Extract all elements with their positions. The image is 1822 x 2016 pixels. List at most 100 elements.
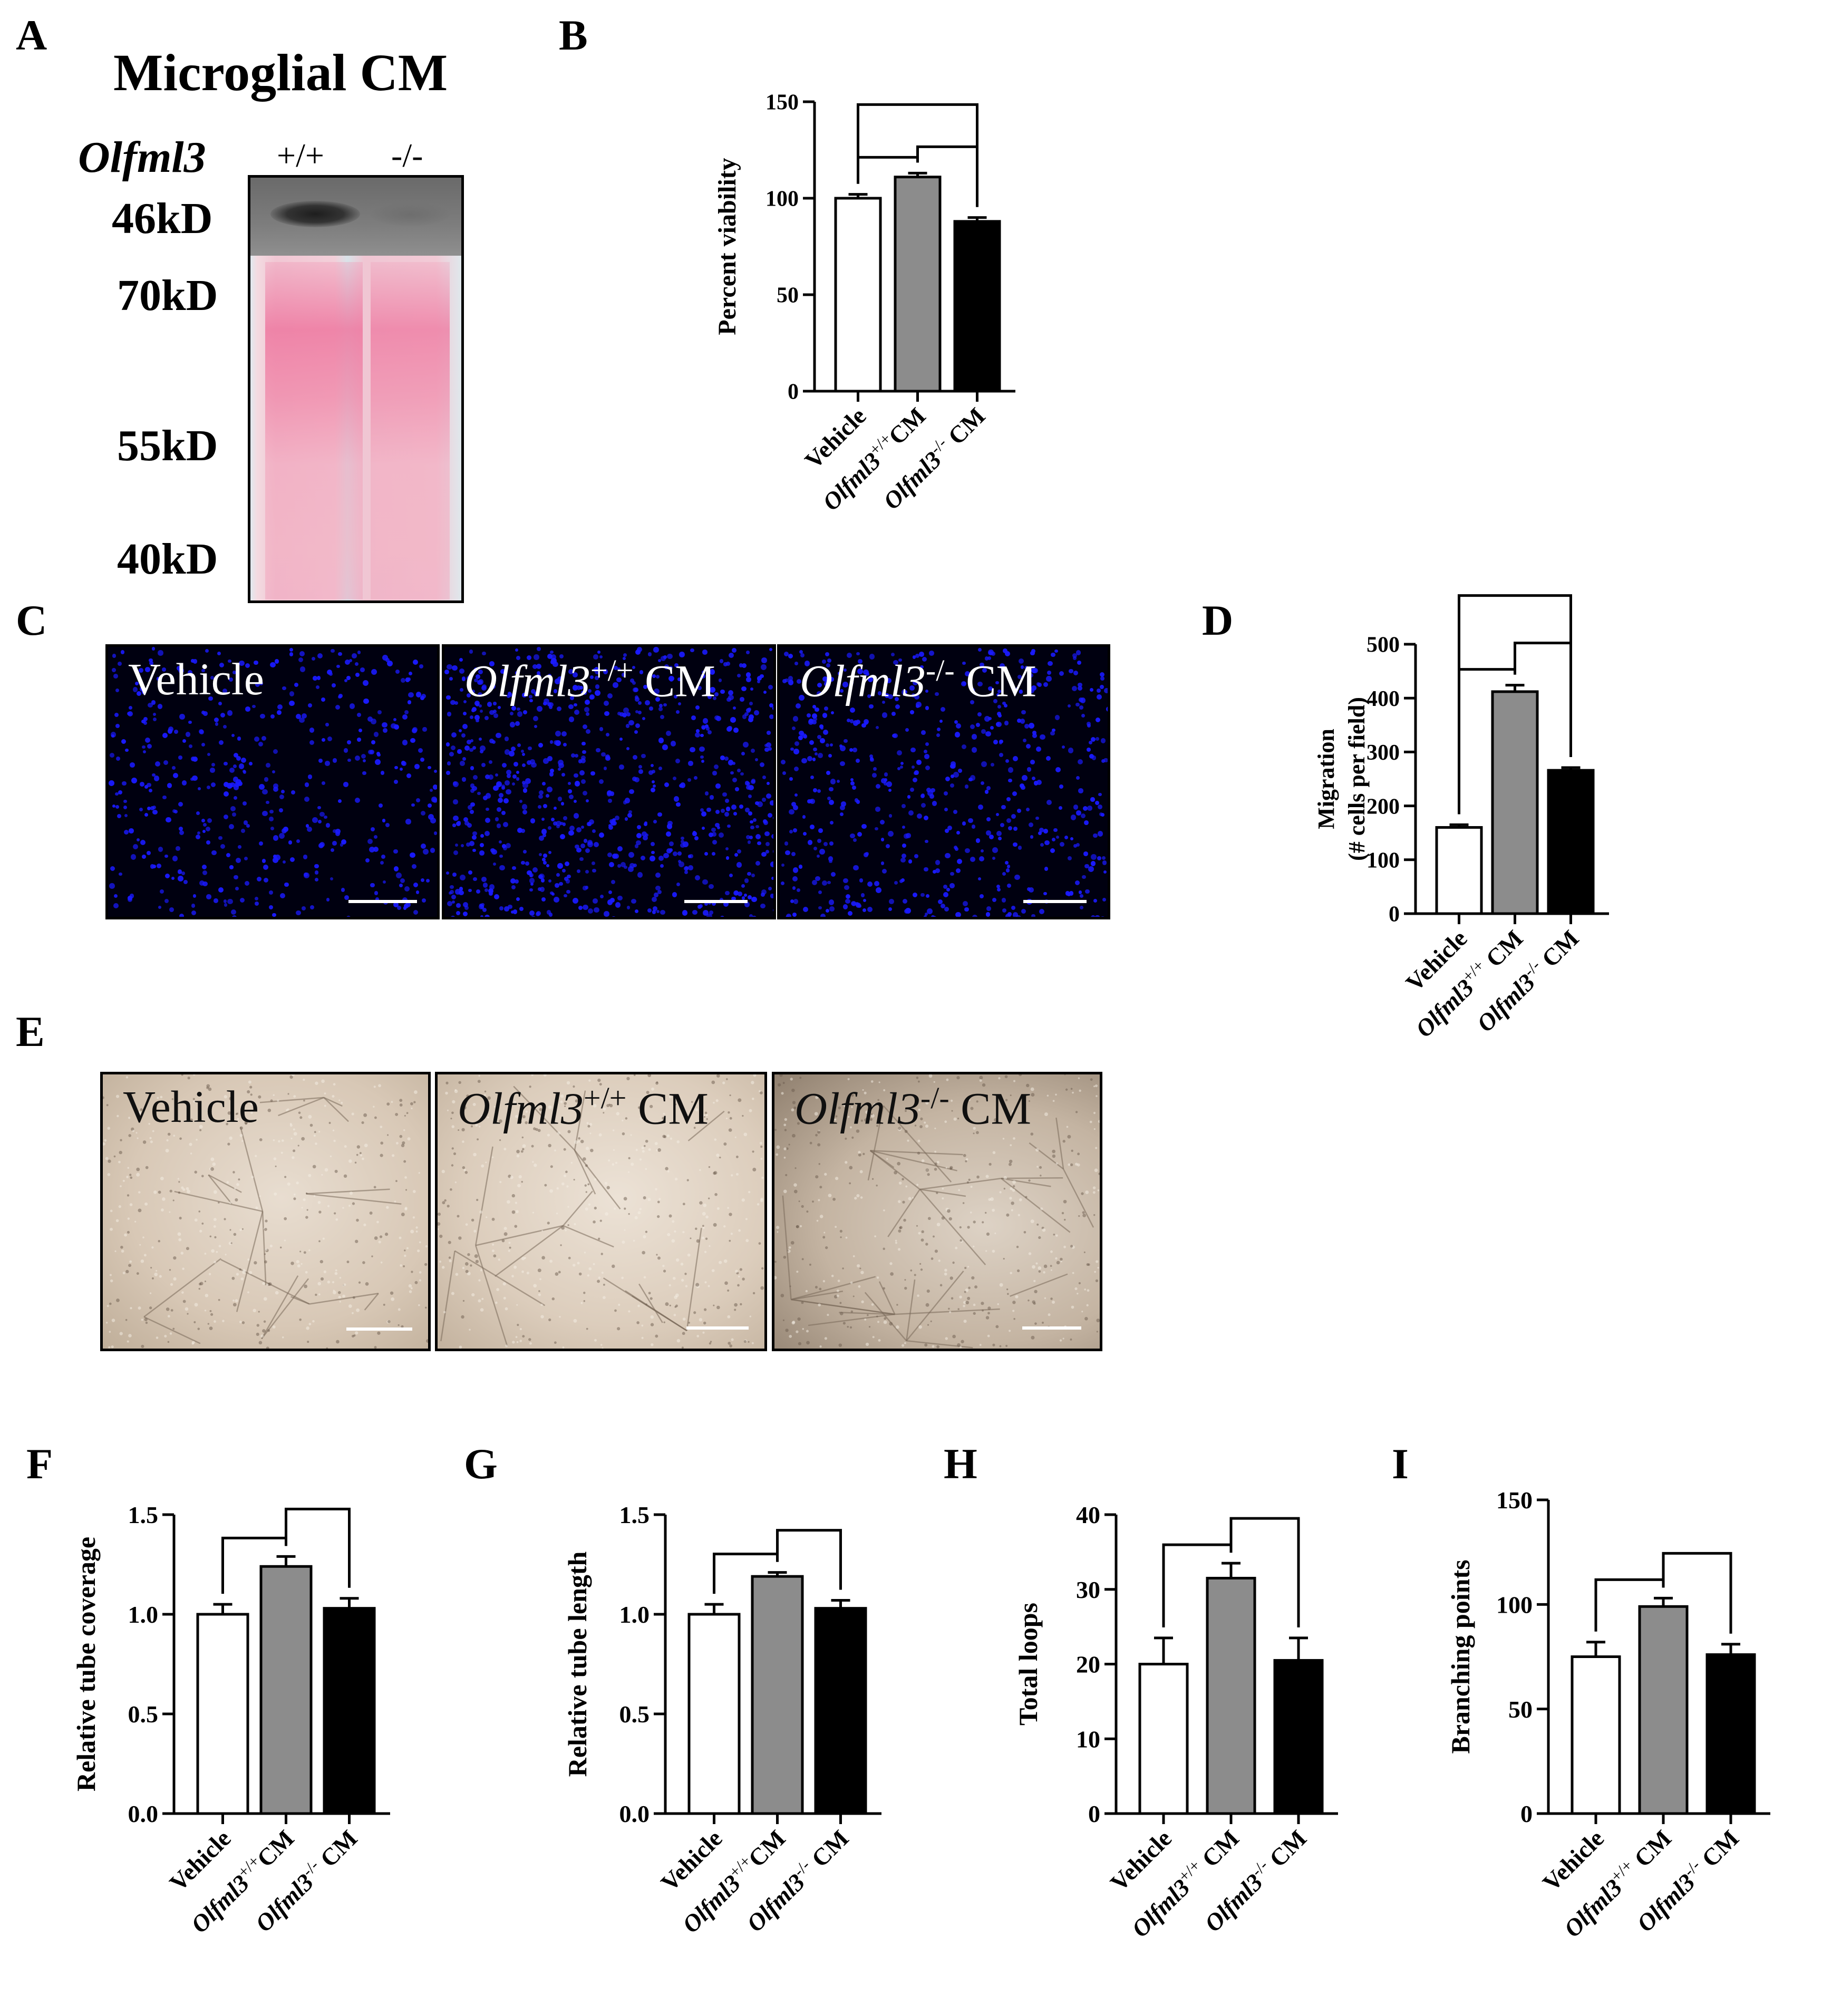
bar-ko (953, 220, 1001, 393)
image-label-genotype: +/+ (590, 653, 634, 687)
image-label: Olfml3-/- CM (794, 1080, 1031, 1136)
panel-letter-i: I (1392, 1440, 1409, 1488)
y-tick-label: 150 (1496, 1487, 1533, 1514)
scale-bar (684, 900, 748, 903)
blot-marker-70kd: 70kD (117, 271, 218, 320)
chart-d: 0 100 200 300 400 500 Migration (# cells per fi… (1313, 594, 1609, 1042)
panel-letter-b: B (559, 11, 588, 59)
significance-bracket (776, 1529, 842, 1590)
significance-bracket (285, 1507, 351, 1588)
category-gene: Olfml3 (1632, 1868, 1700, 1937)
blot-marker-40kd: 40kD (117, 535, 218, 584)
bar-wt (894, 176, 942, 393)
bar-vehicle (1435, 826, 1483, 915)
bar-ko (323, 1607, 376, 1815)
y-tick-label: 0.0 (128, 1800, 159, 1827)
image-label: Olfml3+/+ CM (464, 652, 715, 709)
category-gene: Olfml3 (1471, 968, 1540, 1037)
bar-wt (1206, 1576, 1256, 1815)
blot-title: Microglial CM (113, 43, 448, 102)
category-gene: Olfml3 (1559, 1874, 1627, 1942)
y-axis-label: Branching points (1446, 1559, 1475, 1753)
y-axis-label: Migration (1313, 729, 1339, 829)
category-gene: Olfml3 (250, 1868, 318, 1937)
bar-ko (1273, 1659, 1324, 1815)
bar-wt (1491, 690, 1539, 915)
y-tick-label: 40 (1076, 1501, 1100, 1528)
y-axis-label: (# cells per field) (1344, 697, 1370, 861)
panel-letter-a: A (16, 11, 47, 59)
y-axis-label: Percent viability (713, 158, 741, 335)
x-category-label: Olfml3-/- CM (876, 401, 990, 515)
bar-wt (1638, 1605, 1689, 1815)
y-tick-label: 0.5 (128, 1701, 159, 1728)
significance-bracket (1662, 1552, 1732, 1634)
category-gene: Olfml3 (878, 446, 946, 515)
x-category-label: Olfml3-/- CM (1470, 923, 1584, 1037)
fluorescence-image-ko-cm: Olfml3-/- CM (777, 644, 1110, 919)
y-tick-label: 1.5 (128, 1501, 159, 1528)
panel-letter-h: H (944, 1440, 977, 1488)
nuclei-field (108, 647, 437, 917)
y-axis-label: Relative tube length (563, 1551, 592, 1777)
category-gene: Olfml3 (741, 1868, 810, 1937)
image-label-text: CM (954, 655, 1036, 706)
significance-bracket (916, 145, 978, 207)
y-tick-label: 150 (765, 91, 799, 115)
category-gene: Olfml3 (1199, 1868, 1268, 1937)
blot-lane-wt: +/+ (277, 137, 324, 174)
blot-lane-ko: -/- (391, 137, 423, 174)
image-label-gene: Olfml3 (458, 1083, 584, 1134)
tube-image-wt-cm: Olfml3+/+ CM (435, 1072, 767, 1351)
scale-bar (686, 1326, 749, 1330)
y-tick-label: 30 (1076, 1576, 1100, 1603)
scale-bar (1023, 900, 1087, 903)
scale-bar (1022, 1326, 1081, 1330)
image-label-genotype: -/- (920, 1081, 949, 1115)
y-tick-label: 20 (1076, 1651, 1100, 1678)
y-tick-label: 100 (1496, 1591, 1533, 1618)
panel-letter-d: D (1202, 596, 1234, 644)
significance-bracket (1514, 642, 1572, 758)
blot-marker-55kd: 55kD (117, 421, 218, 470)
tube-image-vehicle: Vehicle (100, 1072, 431, 1351)
nuclei-field (444, 647, 773, 917)
image-label: Vehicle (123, 1080, 259, 1134)
image-label-text: CM (633, 655, 715, 706)
image-label-text: Vehicle (128, 654, 264, 704)
significance-bracket (1229, 1517, 1300, 1627)
image-label-genotype: +/+ (583, 1081, 627, 1115)
panel-letter-g: G (464, 1440, 498, 1488)
fluorescence-image-vehicle: Vehicle (105, 644, 440, 919)
bar-wt (259, 1565, 313, 1815)
bar-wt (751, 1575, 804, 1815)
image-label-text: CM (626, 1083, 709, 1134)
y-tick-label: 300 (1366, 741, 1400, 765)
western-blot (248, 175, 464, 603)
y-tick-label: 0 (1389, 903, 1400, 927)
tube-network (438, 1074, 764, 1349)
panel-letter-f: F (26, 1440, 53, 1488)
y-tick-label: 0 (788, 380, 799, 404)
category-gene: Olfml3 (1127, 1874, 1195, 1942)
y-tick-label: 0 (1520, 1800, 1533, 1827)
y-tick-label: 0 (1088, 1800, 1100, 1827)
y-axis-label: Relative tube coverage (71, 1537, 101, 1791)
y-axis-label: Total loops (1013, 1603, 1043, 1726)
y-tick-label: 10 (1076, 1726, 1100, 1752)
bar-vehicle (196, 1613, 249, 1815)
image-label-text: CM (949, 1083, 1031, 1134)
y-tick-label: 100 (765, 187, 799, 211)
tube-image-ko-cm: Olfml3-/- CM (772, 1072, 1102, 1351)
ponceau-lane-2 (371, 262, 450, 599)
image-label-gene: Olfml3 (794, 1083, 920, 1134)
scale-bar (348, 900, 417, 903)
y-tick-label: 400 (1366, 687, 1400, 711)
y-tick-label: 100 (1366, 849, 1400, 873)
image-label-text: Vehicle (123, 1081, 259, 1132)
